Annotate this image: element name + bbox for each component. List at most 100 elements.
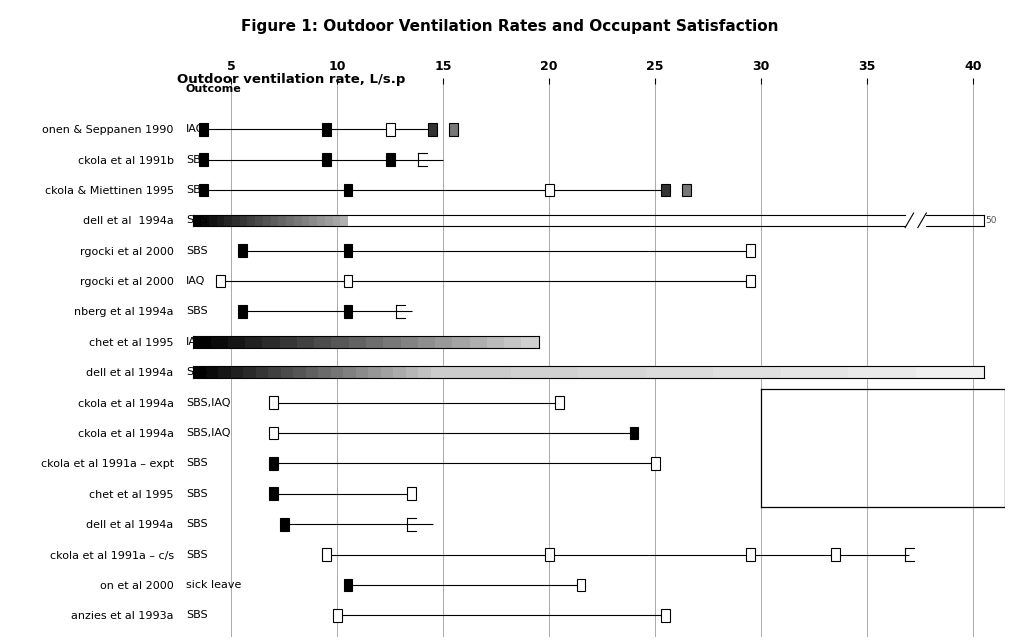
Bar bbox=[230, 367, 244, 378]
Text: 50: 50 bbox=[984, 216, 997, 225]
Bar bbox=[915, 367, 982, 378]
Text: Figure 1: Outdoor Ventilation Rates and Occupant Satisfaction: Figure 1: Outdoor Ventilation Rates and … bbox=[242, 19, 777, 34]
Bar bbox=[278, 215, 286, 226]
Bar bbox=[578, 367, 645, 378]
Text: SBS: SBS bbox=[185, 489, 207, 499]
Bar bbox=[503, 336, 521, 348]
Bar bbox=[237, 244, 247, 257]
Bar bbox=[239, 215, 248, 226]
Text: IAQ: IAQ bbox=[185, 276, 205, 286]
Bar bbox=[781, 367, 848, 378]
Bar bbox=[200, 153, 208, 166]
Bar bbox=[469, 336, 486, 348]
Bar bbox=[293, 215, 302, 226]
Bar bbox=[200, 123, 208, 136]
Bar bbox=[745, 244, 754, 257]
Bar bbox=[201, 215, 209, 226]
Bar bbox=[293, 367, 306, 378]
Bar bbox=[428, 123, 437, 136]
Bar bbox=[262, 336, 279, 348]
Bar bbox=[418, 336, 435, 348]
Bar bbox=[848, 367, 915, 378]
Bar bbox=[383, 336, 400, 348]
Bar bbox=[682, 183, 691, 196]
Bar bbox=[324, 215, 332, 226]
Bar bbox=[314, 336, 331, 348]
Bar bbox=[322, 123, 331, 136]
Bar bbox=[829, 548, 839, 561]
Bar bbox=[224, 215, 231, 226]
Text: SBS: SBS bbox=[185, 307, 207, 316]
Bar bbox=[385, 153, 394, 166]
Bar bbox=[306, 367, 318, 378]
Bar bbox=[245, 336, 262, 348]
Bar bbox=[385, 123, 394, 136]
Text: Outcome: Outcome bbox=[185, 84, 242, 95]
Bar bbox=[343, 367, 356, 378]
Bar bbox=[366, 336, 383, 348]
Bar bbox=[286, 215, 293, 226]
Bar bbox=[209, 215, 216, 226]
Bar bbox=[443, 367, 511, 378]
Bar bbox=[280, 367, 293, 378]
Bar bbox=[248, 215, 255, 226]
Bar bbox=[216, 215, 224, 226]
Bar bbox=[317, 215, 324, 226]
Bar bbox=[343, 305, 353, 318]
Bar bbox=[227, 336, 245, 348]
Bar bbox=[210, 336, 227, 348]
Bar bbox=[554, 396, 564, 409]
Bar bbox=[255, 215, 263, 226]
Bar bbox=[745, 275, 754, 287]
Text: IAQ: IAQ bbox=[185, 337, 205, 347]
Bar bbox=[279, 336, 297, 348]
Bar bbox=[650, 457, 659, 470]
Bar bbox=[660, 183, 669, 196]
Bar bbox=[660, 609, 669, 622]
Bar bbox=[256, 367, 268, 378]
Bar bbox=[332, 215, 340, 226]
Bar bbox=[269, 396, 278, 409]
Bar bbox=[237, 305, 247, 318]
Bar bbox=[194, 215, 201, 226]
Bar bbox=[521, 336, 538, 348]
Bar bbox=[712, 367, 781, 378]
Text: SBS: SBS bbox=[185, 367, 207, 377]
Text: IAQ: IAQ bbox=[185, 124, 205, 134]
Bar bbox=[318, 367, 330, 378]
Bar bbox=[330, 367, 343, 378]
Bar bbox=[629, 426, 638, 439]
Text: SBS: SBS bbox=[185, 610, 207, 620]
Bar bbox=[269, 426, 278, 439]
Bar bbox=[322, 153, 331, 166]
Bar bbox=[263, 215, 270, 226]
Bar bbox=[356, 367, 368, 378]
Bar bbox=[393, 367, 406, 378]
Bar bbox=[194, 367, 206, 378]
Text: sick leave: sick leave bbox=[185, 580, 242, 590]
Bar bbox=[343, 275, 353, 287]
Bar bbox=[435, 336, 451, 348]
Bar bbox=[407, 487, 416, 500]
Text: SBS,IAQ: SBS,IAQ bbox=[185, 428, 230, 438]
Bar bbox=[331, 336, 348, 348]
Bar bbox=[400, 336, 418, 348]
Bar bbox=[269, 457, 278, 470]
Text: SBS: SBS bbox=[185, 246, 207, 256]
Bar bbox=[332, 609, 341, 622]
Text: SBS: SBS bbox=[185, 215, 207, 225]
Bar bbox=[544, 548, 553, 561]
Bar bbox=[244, 367, 256, 378]
Bar bbox=[418, 367, 430, 378]
Bar bbox=[269, 487, 278, 500]
Bar bbox=[544, 183, 553, 196]
Bar bbox=[451, 336, 469, 348]
Bar bbox=[904, 212, 925, 228]
Text: SBS,IAQ: SBS,IAQ bbox=[185, 397, 230, 408]
Bar bbox=[745, 548, 754, 561]
Text: SBS: SBS bbox=[185, 154, 207, 165]
Bar bbox=[268, 367, 280, 378]
Bar bbox=[322, 548, 331, 561]
Bar bbox=[297, 336, 314, 348]
Text: SBS: SBS bbox=[185, 519, 207, 529]
